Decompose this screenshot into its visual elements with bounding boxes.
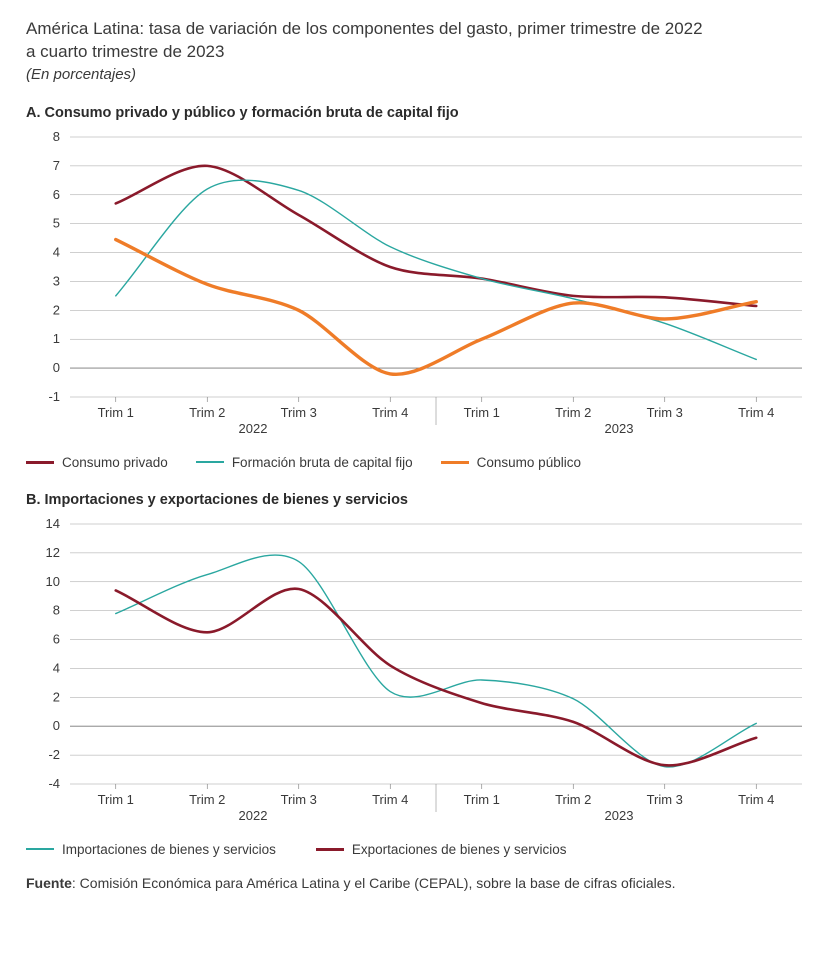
svg-text:2023: 2023 [605, 808, 634, 823]
svg-text:2023: 2023 [605, 421, 634, 436]
svg-text:Trim 4: Trim 4 [372, 405, 408, 420]
svg-text:8: 8 [53, 603, 60, 618]
legend-swatch [441, 461, 469, 464]
source-text: : Comisión Económica para América Latina… [72, 875, 676, 891]
svg-text:Trim 1: Trim 1 [464, 405, 500, 420]
svg-text:2022: 2022 [239, 421, 268, 436]
svg-text:Trim 2: Trim 2 [189, 792, 225, 807]
legend-item: Formación bruta de capital fijo [196, 455, 413, 470]
page-title-line-2: a cuarto trimestre de 2023 [26, 41, 812, 64]
legend-swatch [26, 461, 54, 464]
svg-text:2: 2 [53, 689, 60, 704]
svg-text:7: 7 [53, 158, 60, 173]
svg-text:Trim 4: Trim 4 [738, 792, 774, 807]
legend-item: Importaciones de bienes y servicios [26, 842, 276, 857]
svg-text:4: 4 [53, 660, 60, 675]
page-title-line-1: América Latina: tasa de variación de los… [26, 18, 812, 41]
svg-text:2: 2 [53, 302, 60, 317]
source-line: Fuente: Comisión Económica para América … [26, 875, 812, 891]
svg-text:Trim 4: Trim 4 [372, 792, 408, 807]
panel-b-title: B. Importaciones y exportaciones de bien… [26, 492, 812, 508]
legend-item: Consumo público [441, 455, 581, 470]
svg-text:Trim 1: Trim 1 [98, 405, 134, 420]
svg-text:1: 1 [53, 331, 60, 346]
panel-b-svg: -4 -2 0 2 4 6 8 10 12 14 Trim 1 Trim 2 Trim 3 Trim 4 T… [26, 514, 806, 834]
svg-text:Trim 4: Trim 4 [738, 405, 774, 420]
panel-b-legend: Importaciones de bienes y servicios Expor… [26, 842, 812, 857]
svg-text:6: 6 [53, 187, 60, 202]
svg-text:4: 4 [53, 244, 60, 259]
svg-text:Trim 2: Trim 2 [189, 405, 225, 420]
svg-text:Trim 1: Trim 1 [464, 792, 500, 807]
legend-label: Importaciones de bienes y servicios [62, 842, 276, 857]
svg-text:Trim 3: Trim 3 [281, 792, 317, 807]
legend-label: Consumo público [477, 455, 581, 470]
svg-text:3: 3 [53, 273, 60, 288]
panel-a-title: A. Consumo privado y público y formación… [26, 105, 812, 121]
svg-text:6: 6 [53, 631, 60, 646]
panel-a-svg: -1 0 1 2 3 4 5 6 7 8 Trim 1 Trim 2 Trim 3 Trim 4 Trim … [26, 127, 806, 447]
unit-note: (En porcentajes) [26, 66, 812, 83]
svg-text:-1: -1 [48, 389, 60, 404]
legend-label: Consumo privado [62, 455, 168, 470]
svg-text:Trim 3: Trim 3 [281, 405, 317, 420]
legend-item: Exportaciones de bienes y servicios [316, 842, 567, 857]
legend-item: Consumo privado [26, 455, 168, 470]
legend-swatch [316, 848, 344, 851]
svg-text:14: 14 [46, 516, 60, 531]
source-label: Fuente [26, 875, 72, 891]
svg-text:8: 8 [53, 129, 60, 144]
legend-swatch [26, 848, 54, 850]
legend-label: Exportaciones de bienes y servicios [352, 842, 567, 857]
panel-a-legend: Consumo privado Formación bruta de capita… [26, 455, 812, 470]
svg-text:0: 0 [53, 360, 60, 375]
panel-a-chart: -1 0 1 2 3 4 5 6 7 8 Trim 1 Trim 2 Trim 3 Trim 4 Trim … [26, 127, 812, 447]
svg-text:Trim 2: Trim 2 [555, 405, 591, 420]
svg-text:12: 12 [46, 545, 60, 560]
svg-text:-4: -4 [48, 776, 60, 791]
svg-text:-2: -2 [48, 747, 60, 762]
svg-text:Trim 2: Trim 2 [555, 792, 591, 807]
legend-swatch [196, 461, 224, 463]
svg-text:Trim 3: Trim 3 [647, 792, 683, 807]
svg-text:10: 10 [46, 574, 60, 589]
svg-text:Trim 3: Trim 3 [647, 405, 683, 420]
panel-b-chart: -4 -2 0 2 4 6 8 10 12 14 Trim 1 Trim 2 Trim 3 Trim 4 T… [26, 514, 812, 834]
svg-text:2022: 2022 [239, 808, 268, 823]
svg-text:0: 0 [53, 718, 60, 733]
legend-label: Formación bruta de capital fijo [232, 455, 413, 470]
svg-text:Trim 1: Trim 1 [98, 792, 134, 807]
svg-text:5: 5 [53, 216, 60, 231]
